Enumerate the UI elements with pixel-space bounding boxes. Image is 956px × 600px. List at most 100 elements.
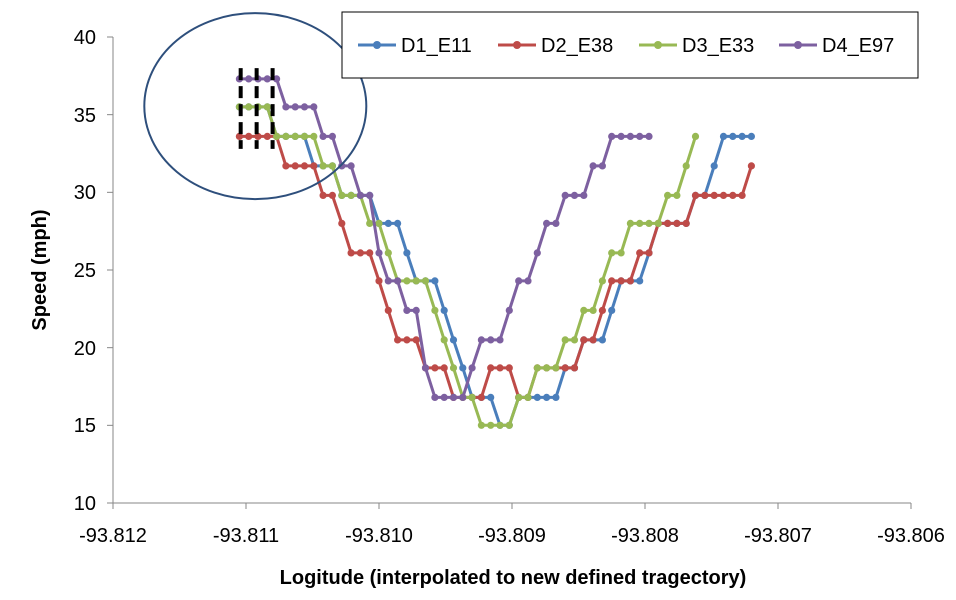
legend-box xyxy=(341,11,919,79)
data-point xyxy=(245,75,253,83)
data-point xyxy=(515,277,523,285)
data-point xyxy=(617,132,625,140)
data-point xyxy=(291,103,299,111)
data-point xyxy=(561,336,569,344)
series-layer xyxy=(235,75,756,429)
data-point xyxy=(682,162,690,170)
data-point xyxy=(356,191,364,199)
data-point xyxy=(421,364,430,372)
data-point xyxy=(533,393,541,401)
data-point xyxy=(496,421,504,429)
data-point xyxy=(394,277,402,285)
data-point xyxy=(245,132,253,140)
legend-label: D3_E33 xyxy=(682,35,754,57)
data-point xyxy=(570,336,579,344)
data-point xyxy=(310,132,318,140)
data-point xyxy=(375,277,383,285)
data-point xyxy=(477,393,485,401)
data-point xyxy=(440,364,448,372)
data-point xyxy=(701,191,709,199)
data-point xyxy=(375,219,383,227)
y-axis-tick-labels: 10 15 20 25 30 35 40 xyxy=(74,27,96,515)
data-point xyxy=(263,103,271,111)
data-point xyxy=(645,219,653,227)
data-point xyxy=(487,421,495,429)
data-point xyxy=(291,132,299,140)
y-tick-label: 15 xyxy=(74,415,96,437)
data-point xyxy=(282,132,290,140)
data-point xyxy=(273,75,281,83)
data-point xyxy=(552,364,560,372)
data-point xyxy=(403,336,411,344)
data-point xyxy=(496,336,504,344)
data-point xyxy=(459,393,467,401)
data-point xyxy=(394,336,402,344)
data-point xyxy=(338,191,346,199)
data-point xyxy=(533,364,541,372)
data-point xyxy=(449,336,458,344)
data-point xyxy=(626,219,635,227)
data-point xyxy=(328,162,336,170)
data-point xyxy=(710,191,718,199)
data-point xyxy=(291,162,299,170)
data-point xyxy=(515,393,523,401)
data-point xyxy=(449,364,458,372)
data-point xyxy=(449,393,458,401)
data-point xyxy=(505,421,513,429)
data-point xyxy=(300,132,309,140)
data-point xyxy=(496,364,504,372)
data-point xyxy=(412,277,420,285)
y-tick-label: 30 xyxy=(74,182,96,204)
y-tick-label: 20 xyxy=(74,338,96,360)
data-point xyxy=(403,277,411,285)
data-point xyxy=(738,191,746,199)
legend-item-d1-e11: D1_E11 xyxy=(358,35,472,57)
data-point xyxy=(245,103,253,111)
data-point xyxy=(263,75,271,83)
data-point xyxy=(366,219,374,227)
data-point xyxy=(682,219,690,227)
data-point xyxy=(403,306,411,314)
data-point xyxy=(719,132,728,140)
data-point xyxy=(608,306,616,314)
data-point xyxy=(282,103,290,111)
data-point xyxy=(589,306,597,314)
data-point xyxy=(608,249,616,257)
series-d4-e97 xyxy=(235,75,653,401)
data-point xyxy=(598,162,607,170)
legend-swatch-marker xyxy=(373,41,381,49)
legend-label: D4_E97 xyxy=(822,35,894,57)
data-point xyxy=(729,191,737,199)
data-point xyxy=(608,132,616,140)
data-point xyxy=(477,336,485,344)
data-point xyxy=(384,306,392,314)
x-tick-label: -93.806 xyxy=(877,525,945,547)
data-point xyxy=(300,103,309,111)
data-point xyxy=(533,249,541,257)
data-point xyxy=(636,249,644,257)
data-point xyxy=(570,191,579,199)
data-point xyxy=(328,132,336,140)
data-point xyxy=(282,162,290,170)
data-point xyxy=(570,364,579,372)
data-point xyxy=(347,162,355,170)
data-point xyxy=(524,393,532,401)
legend-item-d2-e38: D2_E38 xyxy=(498,35,613,57)
data-point xyxy=(552,393,560,401)
data-point xyxy=(403,249,411,257)
data-point xyxy=(468,364,476,372)
data-point xyxy=(505,364,513,372)
data-point xyxy=(412,306,420,314)
data-point xyxy=(263,132,271,140)
data-point xyxy=(561,191,569,199)
data-point xyxy=(431,306,439,314)
y-tick-label: 40 xyxy=(74,27,96,49)
data-point xyxy=(691,132,700,140)
data-point xyxy=(431,277,439,285)
data-point xyxy=(459,364,467,372)
legend-swatch-marker xyxy=(794,41,802,49)
data-point xyxy=(487,364,495,372)
data-point xyxy=(561,364,569,372)
data-point xyxy=(645,132,653,140)
